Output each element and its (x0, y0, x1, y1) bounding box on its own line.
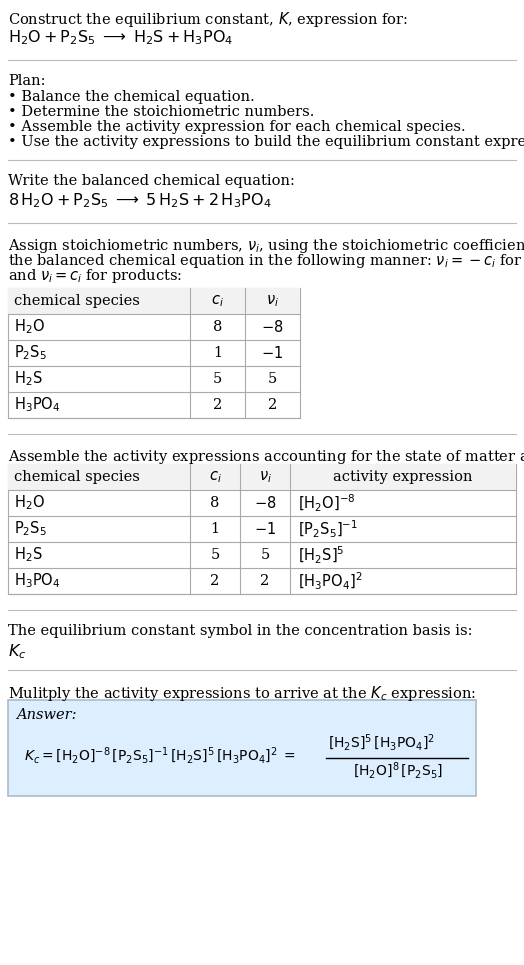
Text: $c_i$: $c_i$ (211, 293, 224, 309)
Text: $[\mathrm{H_2O}]^{-8}$: $[\mathrm{H_2O}]^{-8}$ (298, 492, 356, 513)
Text: $[\mathrm{H_3PO_4}]^2$: $[\mathrm{H_3PO_4}]^2$ (298, 570, 363, 592)
Text: $\mathrm{H_2O}$: $\mathrm{H_2O}$ (14, 317, 45, 337)
Text: chemical species: chemical species (14, 294, 140, 308)
Text: Mulitply the activity expressions to arrive at the $K_c$ expression:: Mulitply the activity expressions to arr… (8, 684, 476, 703)
Text: • Assemble the activity expression for each chemical species.: • Assemble the activity expression for e… (8, 120, 466, 134)
Text: $\mathrm{P_2S_5}$: $\mathrm{P_2S_5}$ (14, 519, 47, 538)
Text: $\mathrm{H_2O}$: $\mathrm{H_2O}$ (14, 494, 45, 512)
Text: 2: 2 (210, 574, 220, 588)
Text: 5: 5 (213, 372, 222, 386)
Text: 2: 2 (213, 398, 222, 412)
Bar (8, 288, 300, 314)
Text: $K_c = [\mathrm{H_2O}]^{-8}\,[\mathrm{P_2S_5}]^{-1}\,[\mathrm{H_2S}]^5\,[\mathrm: $K_c = [\mathrm{H_2O}]^{-8}\,[\mathrm{P_… (24, 746, 296, 766)
Text: • Use the activity expressions to build the equilibrium constant expression.: • Use the activity expressions to build … (8, 135, 524, 149)
Bar (8, 464, 516, 490)
Text: 1: 1 (211, 522, 220, 536)
Text: 2: 2 (268, 398, 277, 412)
Text: activity expression: activity expression (333, 470, 473, 484)
Text: 8: 8 (213, 320, 222, 334)
Text: $[\mathrm{P_2S_5}]^{-1}$: $[\mathrm{P_2S_5}]^{-1}$ (298, 518, 358, 539)
Text: $\mathrm{8\,H_2O + P_2S_5 \;\longrightarrow\; 5\,H_2S + 2\,H_3PO_4}$: $\mathrm{8\,H_2O + P_2S_5 \;\longrightar… (8, 191, 271, 209)
Bar (8, 288, 300, 418)
Text: $\nu_i$: $\nu_i$ (258, 469, 271, 484)
Text: $-1$: $-1$ (254, 521, 276, 537)
Text: $\mathrm{H_2O + P_2S_5 \;\longrightarrow\; H_2S + H_3PO_4}$: $\mathrm{H_2O + P_2S_5 \;\longrightarrow… (8, 28, 233, 46)
Text: 5: 5 (210, 548, 220, 562)
Text: Assemble the activity expressions accounting for the state of matter and $\nu_i$: Assemble the activity expressions accoun… (8, 448, 524, 466)
Text: the balanced chemical equation in the following manner: $\nu_i = -c_i$ for react: the balanced chemical equation in the fo… (8, 252, 524, 270)
Text: $\mathrm{H_2S}$: $\mathrm{H_2S}$ (14, 370, 42, 388)
Text: 5: 5 (268, 372, 277, 386)
Text: $[\mathrm{H_2S}]^5\,[\mathrm{H_3PO_4}]^2$: $[\mathrm{H_2S}]^5\,[\mathrm{H_3PO_4}]^2… (328, 732, 435, 754)
Text: $\mathrm{H_2S}$: $\mathrm{H_2S}$ (14, 545, 42, 565)
Text: $\mathrm{H_3PO_4}$: $\mathrm{H_3PO_4}$ (14, 396, 60, 414)
Text: $-8$: $-8$ (254, 495, 276, 511)
Text: 8: 8 (210, 496, 220, 510)
Text: $-8$: $-8$ (261, 319, 284, 335)
Text: 5: 5 (260, 548, 270, 562)
Text: Write the balanced chemical equation:: Write the balanced chemical equation: (8, 174, 295, 188)
Text: $[\mathrm{H_2O}]^8\,[\mathrm{P_2S_5}]$: $[\mathrm{H_2O}]^8\,[\mathrm{P_2S_5}]$ (353, 760, 443, 782)
Bar (8, 464, 516, 594)
Text: The equilibrium constant symbol in the concentration basis is:: The equilibrium constant symbol in the c… (8, 624, 473, 638)
Text: and $\nu_i = c_i$ for products:: and $\nu_i = c_i$ for products: (8, 267, 182, 285)
Text: Construct the equilibrium constant, $K$, expression for:: Construct the equilibrium constant, $K$,… (8, 10, 408, 29)
Text: $\mathrm{H_3PO_4}$: $\mathrm{H_3PO_4}$ (14, 571, 60, 591)
Bar (8, 700, 476, 796)
Text: 2: 2 (260, 574, 270, 588)
Text: $K_c$: $K_c$ (8, 642, 26, 661)
Text: • Balance the chemical equation.: • Balance the chemical equation. (8, 90, 255, 104)
Text: $-1$: $-1$ (261, 345, 283, 361)
Text: $[\mathrm{H_2S}]^5$: $[\mathrm{H_2S}]^5$ (298, 544, 345, 565)
Text: Assign stoichiometric numbers, $\nu_i$, using the stoichiometric coefficients, $: Assign stoichiometric numbers, $\nu_i$, … (8, 237, 524, 255)
Text: Plan:: Plan: (8, 74, 46, 88)
Text: 1: 1 (213, 346, 222, 360)
Text: $\nu_i$: $\nu_i$ (266, 293, 279, 309)
Text: $c_i$: $c_i$ (209, 469, 222, 484)
Text: $\mathrm{P_2S_5}$: $\mathrm{P_2S_5}$ (14, 344, 47, 362)
Text: • Determine the stoichiometric numbers.: • Determine the stoichiometric numbers. (8, 105, 314, 119)
Text: chemical species: chemical species (14, 470, 140, 484)
Text: Answer:: Answer: (16, 708, 77, 722)
